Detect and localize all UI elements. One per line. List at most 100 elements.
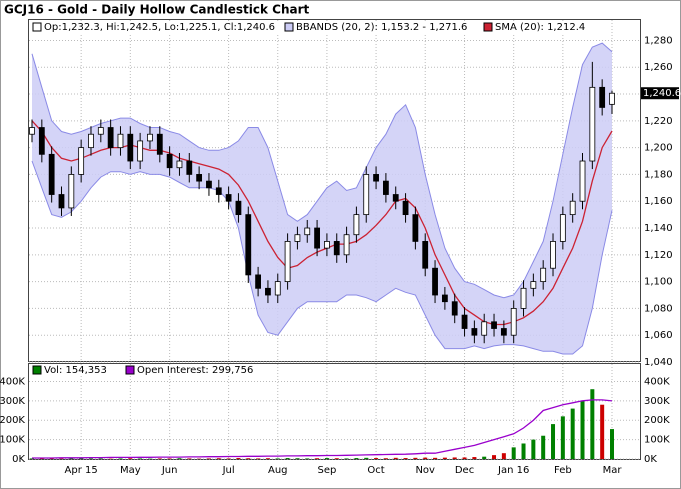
volume-bar bbox=[472, 457, 477, 459]
volume-bar bbox=[324, 458, 329, 459]
y-tick-label-left: 400K bbox=[0, 376, 25, 387]
x-tick-label: Jul bbox=[222, 465, 235, 476]
y-tick-label: 100K bbox=[644, 435, 670, 446]
candle-body bbox=[147, 133, 153, 142]
volume-bar bbox=[79, 458, 84, 459]
candle-body bbox=[510, 308, 517, 336]
candle-body bbox=[333, 241, 340, 256]
volume-bar bbox=[98, 458, 103, 459]
candle-body bbox=[88, 133, 94, 149]
volume-bar bbox=[610, 429, 614, 459]
volume-bar bbox=[501, 453, 506, 459]
volume-bar bbox=[49, 458, 54, 459]
volume-bar bbox=[433, 457, 438, 459]
x-tick-label: Apr 15 bbox=[65, 465, 98, 476]
candle-body bbox=[186, 160, 193, 175]
volume-bar bbox=[354, 458, 359, 459]
candle-body bbox=[382, 180, 389, 195]
volume-bar bbox=[442, 457, 447, 459]
volume-bar bbox=[30, 458, 34, 459]
candle-body bbox=[363, 174, 370, 216]
candle-body bbox=[255, 274, 262, 289]
volume-bar bbox=[236, 458, 241, 459]
x-tick-label: Nov bbox=[415, 465, 435, 476]
candle-body bbox=[412, 214, 419, 242]
volume-bar bbox=[265, 458, 270, 459]
legend-sma: SMA (20): 1,212.4 bbox=[495, 22, 585, 33]
volume-bar bbox=[364, 457, 369, 459]
candle-body bbox=[284, 241, 291, 283]
volume-bar bbox=[177, 458, 182, 459]
volume-bar bbox=[334, 458, 339, 459]
candle-body bbox=[304, 227, 311, 236]
candle-body bbox=[540, 267, 547, 283]
last-price-label: 1,240.6 bbox=[643, 88, 681, 99]
last-price-tag bbox=[641, 87, 679, 100]
volume-bar bbox=[88, 458, 93, 459]
volume-bar bbox=[206, 458, 211, 459]
volume-bar bbox=[462, 457, 467, 459]
y-tick-label-left: 100K bbox=[0, 435, 25, 446]
bband-fill bbox=[32, 43, 612, 354]
candle-body bbox=[569, 200, 576, 216]
volume-bar bbox=[551, 424, 556, 459]
candle-body bbox=[579, 160, 586, 202]
y-tick-label: 1,100 bbox=[644, 277, 673, 288]
x-tick-label: Jan 16 bbox=[497, 465, 529, 476]
volume-bar bbox=[570, 408, 575, 459]
volume-bar bbox=[452, 457, 457, 459]
candle-body bbox=[68, 174, 75, 209]
candle-body bbox=[451, 301, 458, 316]
volume-bar bbox=[285, 458, 290, 459]
candle-body bbox=[520, 287, 527, 309]
candle-body bbox=[38, 127, 45, 155]
y-tick-label: 400K bbox=[644, 376, 670, 387]
candle-body bbox=[29, 127, 35, 135]
candle-body bbox=[265, 287, 271, 296]
y-tick-label: 1,280 bbox=[644, 35, 673, 46]
volume-bar bbox=[315, 458, 320, 459]
volume-bar bbox=[393, 457, 398, 459]
candle-body bbox=[294, 234, 301, 242]
bband-lower bbox=[31, 160, 613, 355]
open-interest-line bbox=[32, 399, 613, 459]
legend-swatch bbox=[284, 22, 294, 32]
x-tick-label: Oct bbox=[367, 465, 384, 476]
y-tick-label-left: 300K bbox=[0, 396, 25, 407]
y-tick-label: 300K bbox=[644, 396, 670, 407]
y-tick-label: 1,060 bbox=[644, 330, 673, 341]
x-tick-label: Sep bbox=[317, 465, 336, 476]
legend-bg bbox=[30, 22, 280, 34]
candle-body bbox=[402, 200, 409, 216]
y-tick-label: 1,260 bbox=[644, 62, 673, 73]
candle-body bbox=[324, 241, 330, 249]
volume-bar bbox=[157, 458, 162, 459]
y-tick-label: 1,220 bbox=[644, 116, 673, 127]
candle-body bbox=[589, 86, 596, 162]
candle-body bbox=[461, 314, 468, 329]
volume-bar bbox=[344, 458, 349, 459]
x-tick-label: Jun bbox=[161, 465, 178, 476]
y-tick-label: 1,180 bbox=[644, 169, 673, 180]
candle-body bbox=[559, 214, 566, 242]
legend-swatch bbox=[32, 22, 42, 32]
y-tick-label-left: 200K bbox=[0, 415, 25, 426]
candle-body bbox=[137, 140, 144, 162]
volume-bar bbox=[246, 458, 251, 459]
legend-open-interest: Open Interest: 299,756 bbox=[137, 365, 253, 376]
volume-bar bbox=[69, 458, 74, 459]
candle-body bbox=[314, 227, 320, 249]
legend-bg bbox=[482, 22, 592, 34]
candle-body bbox=[206, 180, 212, 189]
volume-bar bbox=[128, 458, 133, 459]
y-tick-label: 1,140 bbox=[644, 223, 673, 234]
plot: 1,040 1,060 1,080 1,100 1,120 1,140 1,160 1,180… bbox=[0, 20, 681, 476]
candle-body bbox=[392, 194, 399, 202]
x-tick-label: Feb bbox=[554, 465, 572, 476]
y-tick-label: 1,160 bbox=[644, 196, 673, 207]
volume-bar bbox=[413, 457, 418, 459]
x-tick-label: May bbox=[120, 465, 141, 476]
candle-body bbox=[422, 241, 429, 269]
candle-body bbox=[500, 328, 507, 336]
volume-bar bbox=[187, 458, 192, 459]
